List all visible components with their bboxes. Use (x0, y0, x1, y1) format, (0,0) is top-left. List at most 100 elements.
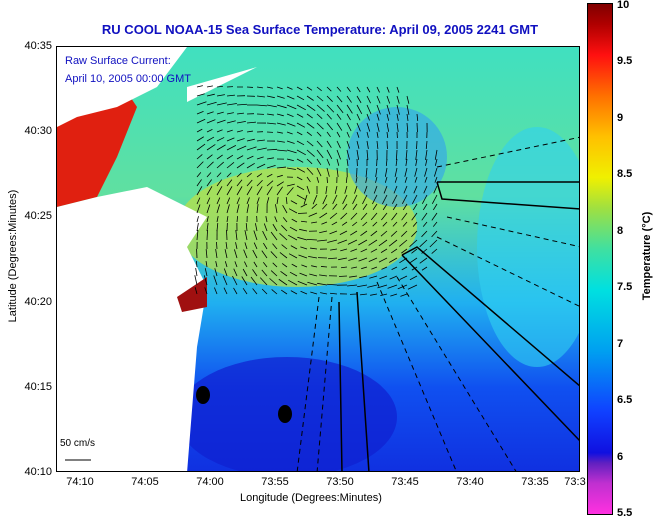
current-vector (235, 242, 238, 250)
current-vector (356, 122, 361, 132)
current-vector (206, 129, 213, 133)
current-vector (359, 275, 368, 279)
current-vector (366, 149, 369, 160)
current-vector (336, 158, 340, 166)
current-vector (346, 131, 350, 138)
current-vector (266, 113, 274, 116)
current-vector (372, 221, 378, 227)
x-tick: 73:45 (391, 476, 419, 488)
current-vector (326, 104, 335, 113)
current-vector (306, 176, 311, 183)
current-vector (246, 121, 256, 124)
current-vector (360, 212, 368, 221)
transect-lines (338, 181, 579, 471)
current-vector (346, 122, 352, 132)
current-vector (421, 194, 428, 205)
current-vector (368, 257, 378, 263)
current-vector (252, 249, 258, 259)
current-vector (224, 261, 228, 268)
current-vector (226, 172, 232, 178)
current-vector (206, 136, 215, 142)
current-vector (226, 145, 237, 151)
current-vector (196, 143, 206, 151)
current-vector (296, 113, 304, 118)
current-vector (272, 243, 278, 250)
legend-line2: April 10, 2005 00:00 GMT (65, 73, 191, 85)
current-vector (204, 287, 208, 295)
current-vector (402, 194, 408, 205)
current-vector (317, 239, 328, 242)
current-vector (206, 85, 213, 88)
current-vector (358, 239, 368, 246)
current-vector (396, 113, 399, 121)
current-vector (232, 275, 238, 286)
current-vector (279, 233, 288, 241)
current-vector (256, 147, 267, 151)
current-vector (431, 212, 438, 221)
current-vector (310, 247, 318, 250)
sst-map: Raw Surface Current: April 10, 2005 00:0… (56, 46, 580, 472)
scale-label: 50 cm/s (60, 438, 96, 449)
current-vector (405, 149, 408, 160)
current-vector (306, 104, 316, 112)
current-vector (366, 86, 371, 93)
current-vector (402, 203, 408, 211)
current-vector (372, 203, 378, 211)
radial-lines (296, 136, 579, 471)
current-vector (196, 204, 201, 214)
current-vector (246, 204, 250, 214)
current-vector (226, 197, 231, 205)
current-vector (358, 257, 368, 262)
current-vector (390, 293, 398, 297)
current-vector (241, 276, 248, 286)
current-vector (416, 113, 419, 122)
current-vector (206, 186, 213, 196)
current-vector (376, 95, 381, 104)
current-vector (269, 278, 278, 286)
current-vector (370, 230, 378, 237)
current-vector (196, 161, 204, 169)
current-vector (339, 230, 348, 236)
current-vector (223, 268, 228, 277)
current-vector (286, 122, 296, 127)
current-vector (366, 95, 371, 104)
current-vector (352, 221, 358, 227)
current-vector (431, 248, 438, 254)
current-vector (401, 248, 408, 254)
current-vector (291, 263, 298, 268)
current-vector (336, 95, 343, 103)
current-vector (288, 253, 298, 259)
y-tick: 40:35 (24, 40, 52, 52)
x-tick: 73:3 (564, 476, 586, 488)
current-vector (296, 86, 303, 91)
current-vector (270, 231, 278, 241)
current-vector (336, 140, 341, 149)
current-vector (362, 221, 368, 227)
current-vector (296, 158, 304, 163)
current-vector (378, 239, 388, 247)
current-vector (261, 250, 268, 259)
current-vector (378, 257, 388, 263)
current-vector (236, 120, 246, 124)
current-vector (325, 185, 328, 194)
current-vector (352, 203, 358, 210)
current-vector (261, 269, 268, 277)
current-vector (296, 104, 306, 111)
current-vector (336, 131, 341, 138)
current-vector (215, 261, 218, 268)
current-vector (380, 230, 388, 237)
current-vector (296, 176, 303, 181)
current-vector (409, 239, 418, 247)
current-vector (382, 221, 388, 227)
current-vector (346, 113, 351, 121)
current-vector (424, 167, 428, 177)
current-vector (319, 212, 328, 219)
current-vector (396, 95, 400, 104)
current-vector (290, 200, 298, 205)
current-vector (206, 223, 209, 232)
current-vector (306, 167, 314, 175)
current-vector (396, 86, 400, 93)
current-vector (361, 266, 368, 270)
marker-dot (196, 386, 210, 404)
current-vector (326, 113, 332, 120)
